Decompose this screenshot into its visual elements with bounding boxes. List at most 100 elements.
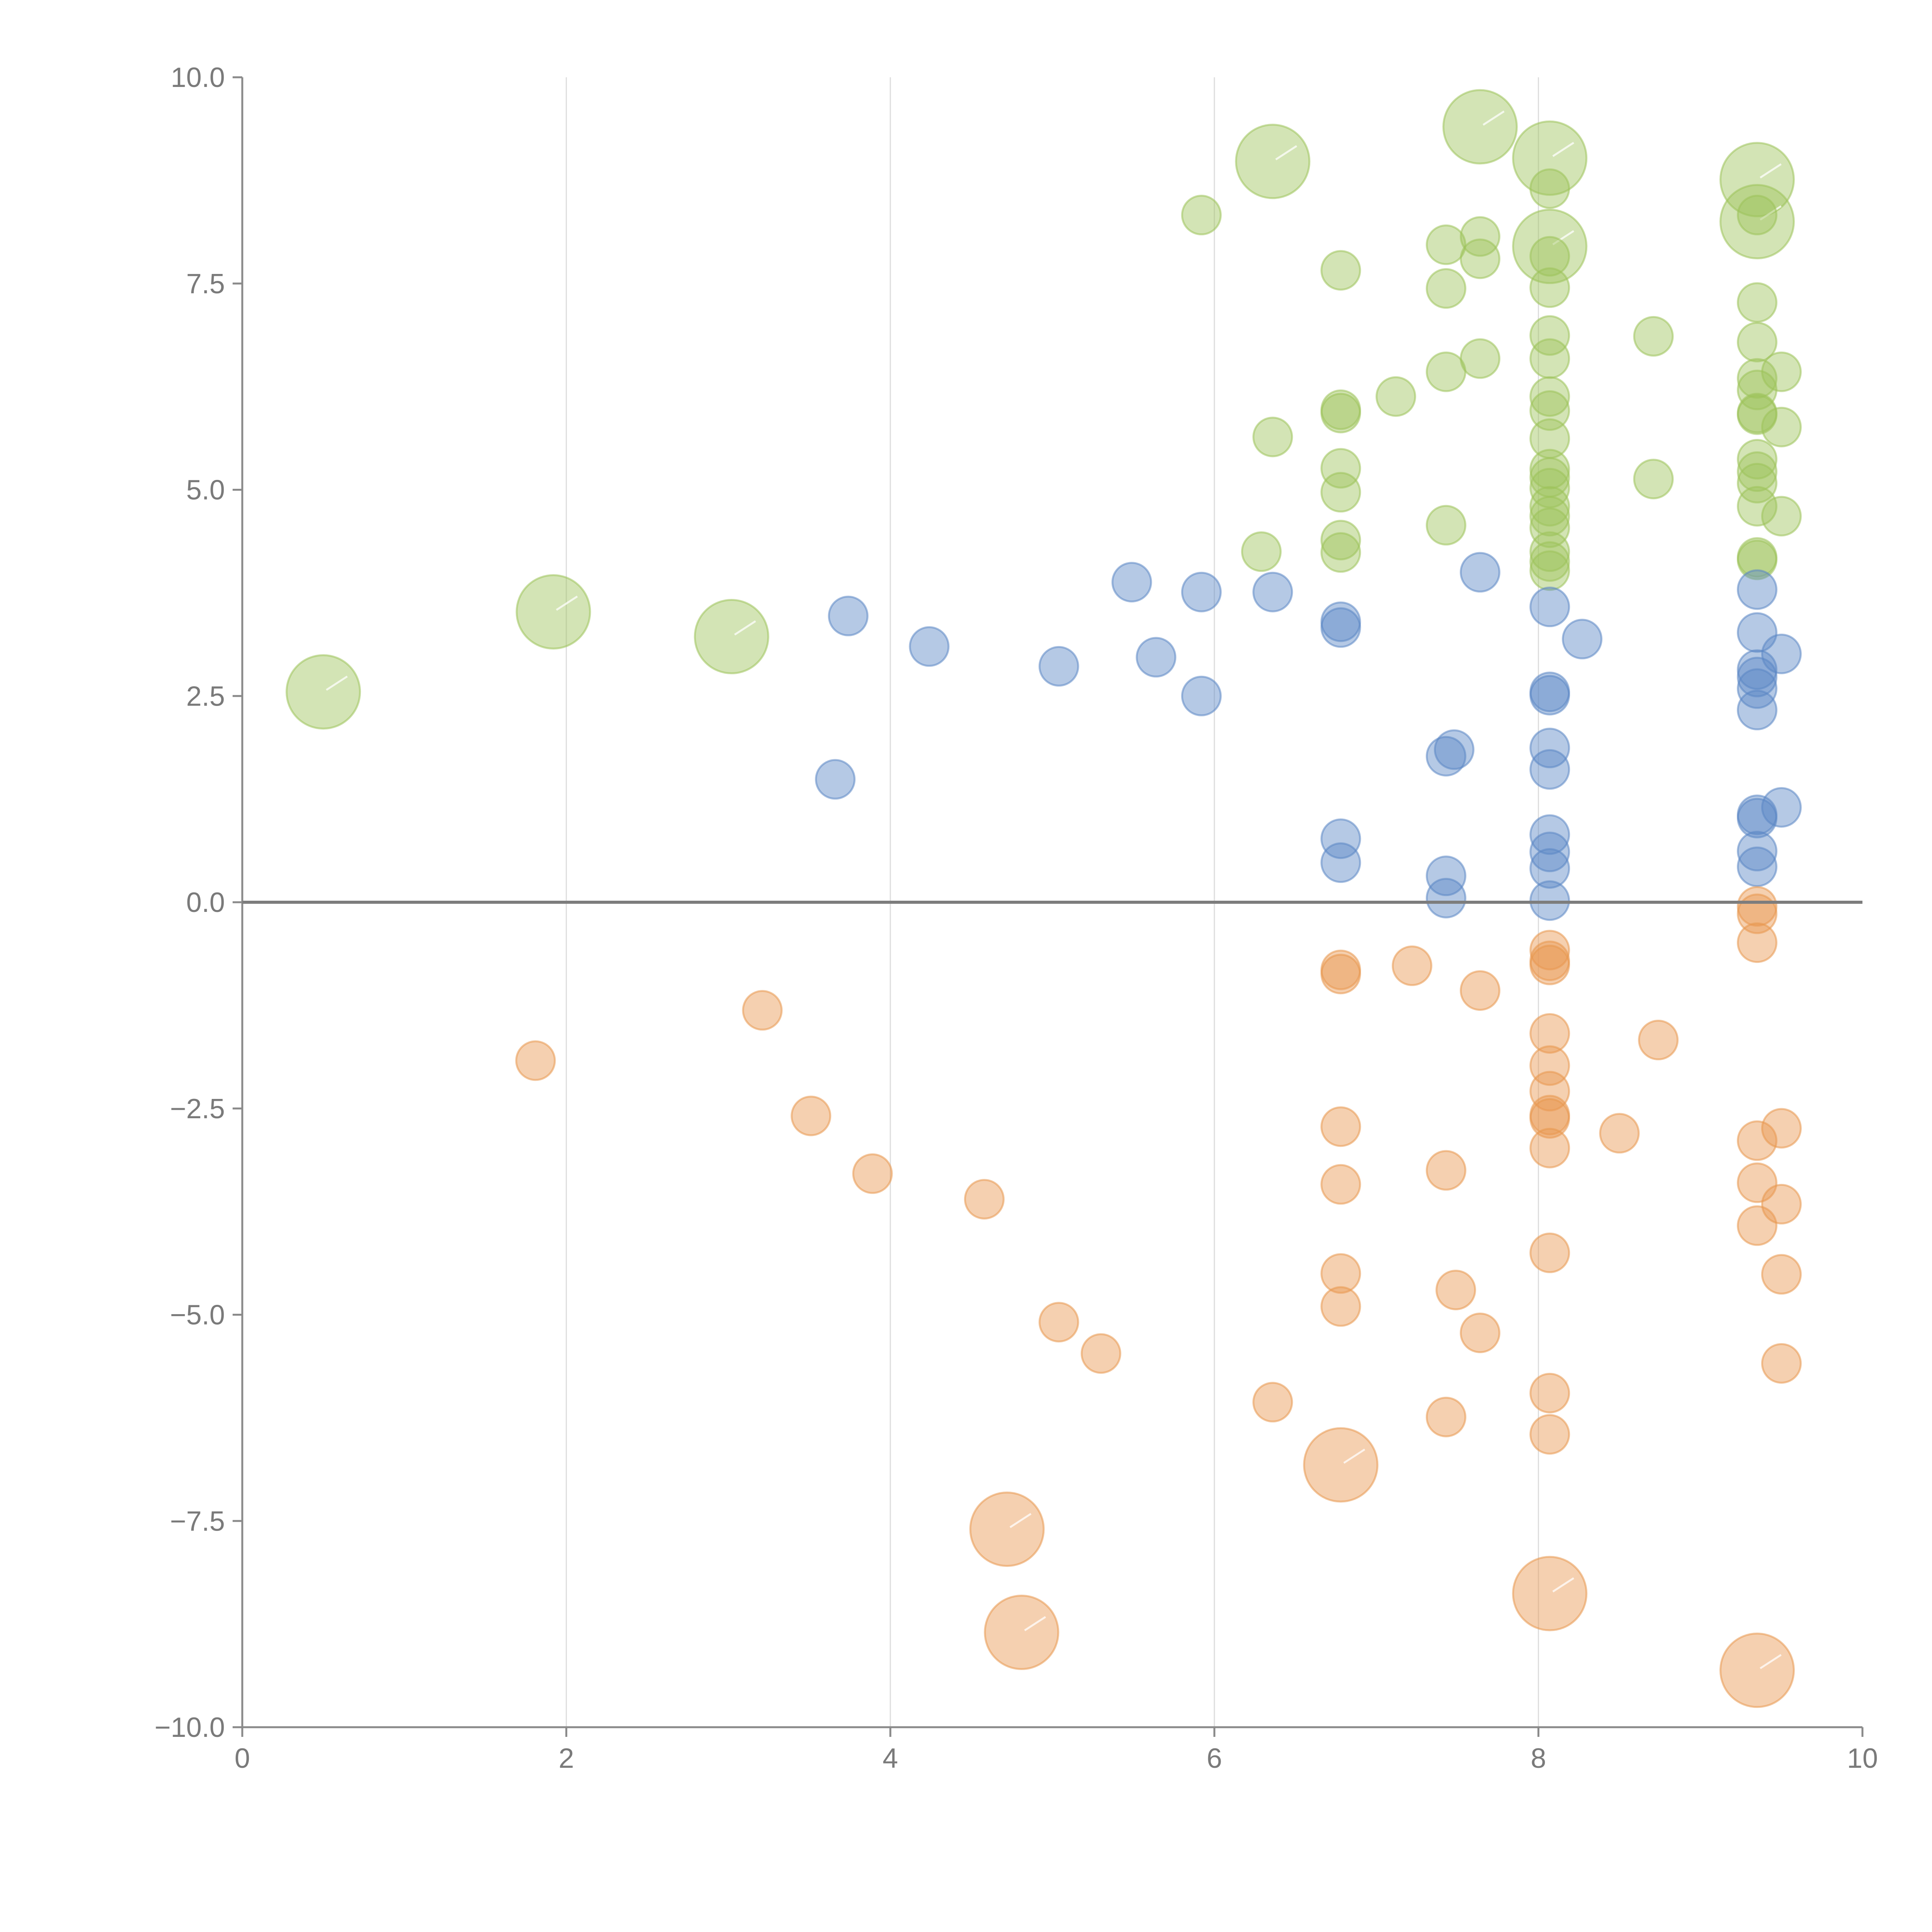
orange-bubble	[742, 990, 783, 1031]
orange-bubble	[1529, 1098, 1570, 1139]
blue-bubble	[1529, 675, 1570, 716]
orange-bubble	[1761, 1108, 1802, 1149]
tick-layer: 0 2 4 6 8 10 10.0 7.5 5.0 2.5 0.0 −2.5 −5.0 −7.5 −10.0	[155, 62, 1878, 1774]
green-bubble	[1736, 358, 1777, 399]
orange-large-bubble	[969, 1492, 1045, 1567]
orange-bubble	[1736, 922, 1777, 963]
green-bubble	[1761, 351, 1802, 392]
blue-bubble	[1736, 846, 1777, 887]
green-bubble	[1529, 338, 1570, 379]
orange-bubble	[1529, 1414, 1570, 1455]
blue-bubble	[1529, 848, 1570, 889]
green-bubble	[1425, 268, 1466, 309]
blue-bubble	[1529, 880, 1570, 921]
green-bubble	[1529, 376, 1570, 417]
x-tick-label: 10	[1847, 1743, 1878, 1774]
green-bubble	[1425, 505, 1466, 546]
green-bubble	[1529, 236, 1570, 277]
bubble-highlight	[1760, 1654, 1782, 1669]
orange-large-bubble	[1303, 1427, 1379, 1503]
blue-bubble	[1434, 729, 1475, 770]
x-tick-label: 8	[1531, 1743, 1546, 1774]
bubble-highlight	[1009, 1513, 1032, 1528]
blue-bubble	[1320, 607, 1361, 648]
bubble-layer	[286, 89, 1802, 1708]
green-large-bubble	[515, 574, 591, 650]
blue-bubble	[1181, 675, 1222, 716]
orange-bubble	[1425, 1150, 1466, 1191]
green-bubble	[1320, 448, 1361, 489]
orange-bubble	[1529, 1128, 1570, 1168]
green-bubble	[1736, 195, 1777, 236]
orange-bubble	[1529, 1232, 1570, 1273]
green-bubble	[1529, 390, 1570, 431]
blue-bubble	[1736, 668, 1777, 709]
bubble-highlight	[1024, 1616, 1046, 1631]
green-bubble	[1529, 541, 1570, 582]
bubble-highlight	[326, 675, 348, 691]
green-bubble	[1181, 195, 1222, 236]
orange-large-bubble	[1719, 1633, 1795, 1708]
orange-bubble	[1599, 1113, 1640, 1154]
blue-bubble	[1529, 814, 1570, 855]
green-bubble	[1736, 282, 1777, 323]
blue-bubble	[815, 759, 856, 800]
green-bubble	[1736, 486, 1777, 527]
green-bubble	[1736, 321, 1777, 362]
green-bubble	[1375, 376, 1416, 417]
bubble-highlight	[1760, 163, 1782, 179]
y-tick-label: −5.0	[170, 1300, 225, 1331]
y-tick-label: −7.5	[170, 1506, 225, 1537]
blue-bubble	[1761, 633, 1802, 674]
green-bubble	[1459, 238, 1500, 279]
blue-bubble	[1736, 831, 1777, 872]
green-bubble	[1529, 315, 1570, 356]
blue-bubble	[1529, 832, 1570, 872]
blue-bubble	[1736, 798, 1777, 838]
green-bubble	[1241, 531, 1282, 572]
blue-bubble	[1038, 646, 1079, 687]
blue-bubble	[1252, 571, 1293, 612]
orange-bubble	[1529, 944, 1570, 985]
orange-bubble	[1425, 1396, 1466, 1437]
blue-bubble	[1320, 818, 1361, 859]
green-bubble	[1320, 532, 1361, 573]
orange-bubble	[1320, 1253, 1361, 1294]
orange-bubble	[1320, 1286, 1361, 1327]
x-tick-label: 0	[235, 1743, 250, 1774]
green-large-bubble	[1442, 89, 1518, 165]
blue-bubble	[1111, 562, 1152, 603]
green-bubble	[1529, 507, 1570, 548]
y-tick-label: 5.0	[186, 475, 225, 506]
green-bubble	[1736, 539, 1777, 580]
green-bubble	[1459, 216, 1500, 257]
orange-bubble	[791, 1095, 832, 1136]
green-bubble	[1736, 463, 1777, 503]
green-bubble	[1425, 351, 1466, 392]
green-bubble	[1529, 168, 1570, 209]
green-bubble	[1529, 496, 1570, 537]
blue-bubble	[1562, 619, 1603, 660]
green-bubble	[1633, 316, 1674, 357]
y-tick-label: 2.5	[186, 681, 225, 712]
y-tick-label: 10.0	[171, 62, 225, 93]
blue-bubble	[1529, 749, 1570, 790]
green-bubble	[1633, 459, 1674, 500]
orange-bubble	[852, 1153, 893, 1194]
blue-bubble	[1736, 690, 1777, 731]
green-large-bubble	[1719, 184, 1795, 260]
green-bubble	[1320, 472, 1361, 513]
bubble-highlight	[1552, 142, 1575, 157]
green-large-bubble	[1512, 120, 1588, 196]
y-tick-label: −2.5	[170, 1094, 225, 1124]
green-bubble	[1761, 406, 1802, 447]
blue-bubble	[1736, 569, 1777, 610]
green-bubble	[1320, 393, 1361, 434]
x-tick-label: 2	[559, 1743, 574, 1774]
orange-bubble	[1736, 1120, 1777, 1161]
green-bubble	[1761, 496, 1802, 537]
orange-bubble	[1761, 1343, 1802, 1384]
blue-bubble	[1425, 855, 1466, 896]
